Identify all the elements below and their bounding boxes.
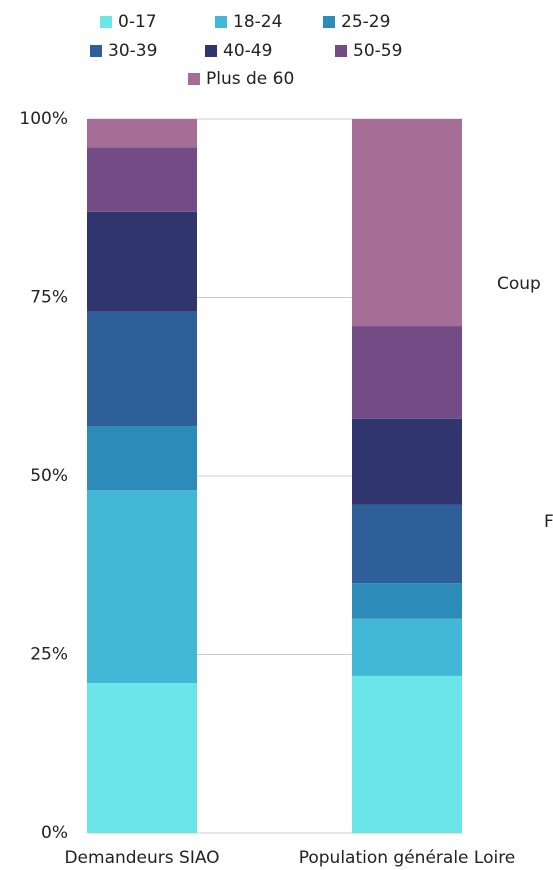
legend-label: 50-59 [353,41,402,61]
bar-segment [87,119,197,148]
legend-label: 30-39 [108,41,157,61]
legend-label: 40-49 [223,41,272,61]
bar-segment [352,418,462,505]
legend-swatch [188,73,200,85]
bar-segment [352,583,462,619]
y-tick-label: 75% [30,288,68,308]
bar-segment [352,326,462,419]
legend-swatch [323,16,335,28]
bar-segment [87,490,197,684]
bar-segment [87,147,197,212]
legend-swatch [335,45,347,57]
legend-label: Plus de 60 [206,69,294,89]
bar-segment [87,211,197,312]
annotation: Coup [497,274,541,294]
x-tick-label: Population générale Loire [299,848,516,868]
y-tick-label: 50% [30,466,68,486]
y-tick-label: 100% [19,109,68,129]
legend-swatch [100,16,112,28]
bar-segment [87,311,197,427]
x-tick-label: Demandeurs SIAO [64,848,219,868]
y-tick-label: 25% [30,645,68,665]
bar-segment [352,119,462,327]
y-tick-label: 0% [41,823,68,843]
bar-segment [87,426,197,491]
legend-swatch [205,45,217,57]
legend-swatch [90,45,102,57]
bar-segment [352,618,462,676]
legend-label: 25-29 [341,12,390,32]
legend-label: 0-17 [118,12,157,32]
bar-segment [352,675,462,833]
bar-segment [87,683,197,833]
legend-label: 18-24 [233,12,282,32]
annotation: F [544,512,553,532]
legend-swatch [215,16,227,28]
bar-segment [352,504,462,584]
